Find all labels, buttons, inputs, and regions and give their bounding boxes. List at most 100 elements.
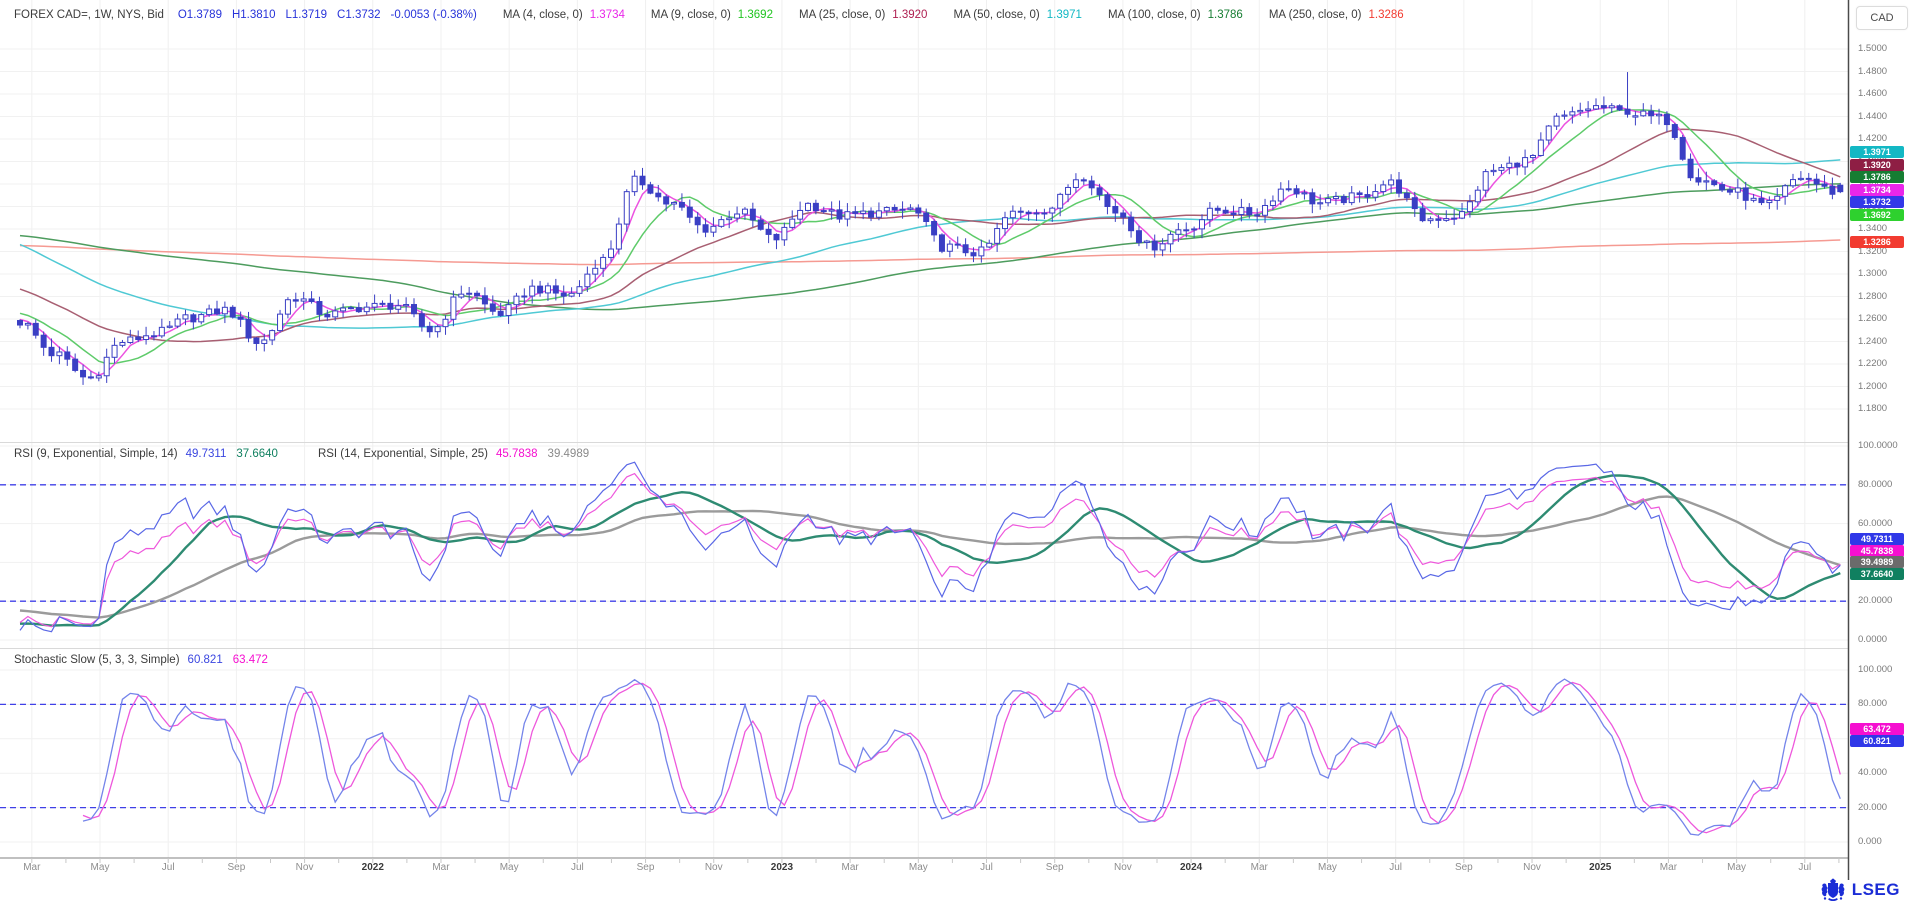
- moving-average-lines: [19, 106, 1841, 377]
- time-axis-label: 2024: [1179, 862, 1203, 873]
- time-axis-label: May: [90, 862, 110, 873]
- rsi-legend-group: RSI (14, Exponential, Simple, 25) 45.7838…: [317, 448, 590, 460]
- stoch-legend: Stochastic Slow (5, 3, 3, Simple) 60.821…: [14, 652, 278, 668]
- time-axis-label: Jul: [570, 862, 584, 873]
- time-axis-label: Mar: [23, 862, 41, 873]
- ma-4-line: [19, 106, 1841, 377]
- time-axis-label: Nov: [1113, 862, 1132, 873]
- stoch-legend-value: 63.472: [232, 654, 268, 666]
- ma-legend-item: MA (250, close, 0) 1.3286: [1268, 9, 1404, 21]
- rsi14-signal-line: [19, 495, 1841, 619]
- stoch-d-line: [82, 681, 1841, 834]
- stoch-tick-label: 0.000: [1858, 836, 1882, 847]
- rsi-tick-label: 60.0000: [1858, 517, 1893, 529]
- rsi-tick-label: 0.0000: [1858, 634, 1888, 645]
- rsi14-line: [19, 472, 1841, 628]
- price-tick-label: 1.3200: [1858, 245, 1888, 257]
- rsi-tick-label: 100.0000: [1858, 440, 1898, 451]
- high-value: H1.3810: [231, 9, 276, 21]
- time-axis-label: Sep: [636, 862, 655, 873]
- time-axis-label: May: [1727, 862, 1747, 873]
- rsi-tick-label: 20.0000: [1858, 595, 1893, 607]
- candles-group: [17, 72, 1844, 385]
- time-axis-label: 2022: [361, 862, 384, 873]
- price-badge: 1.3971: [1850, 146, 1904, 159]
- time-axis-label: May: [499, 862, 519, 873]
- time-axis-label: Sep: [227, 862, 246, 873]
- time-axis-label: Mar: [1659, 862, 1678, 873]
- rsi-badge: 39.4989: [1850, 556, 1904, 568]
- price-tick-label: 1.1800: [1858, 403, 1888, 414]
- stoch-badge: 63.472: [1850, 722, 1904, 735]
- ma-9-line: [19, 109, 1841, 365]
- time-axis-label: May: [1318, 862, 1337, 873]
- grid-lines: [0, 0, 1850, 880]
- time-axis-label: Sep: [1045, 862, 1064, 873]
- ma-legend: MA (4, close, 0) 1.3734 MA (9, close, 0) 1.…: [503, 9, 1430, 21]
- price-tick-label: 1.3000: [1858, 268, 1888, 279]
- rsi-badge: 37.6640: [1850, 567, 1904, 580]
- lseg-logo-text: LSEG: [1851, 880, 1900, 899]
- time-axis-label: Jul: [1389, 862, 1403, 873]
- stoch-values: 60.821 63.472: [188, 654, 278, 666]
- main-legend: FOREX CAD=, 1W, NYS, Bid O1.3789 H1.3810…: [14, 6, 1430, 24]
- stoch-badge: 60.821: [1850, 735, 1904, 748]
- currency-axis-label: CAD: [1856, 6, 1908, 30]
- price-tick-label: 1.4400: [1858, 110, 1888, 122]
- price-tick-label: 1.4600: [1858, 88, 1888, 99]
- price-axis-column[interactable]: CAD 1.50001.48001.46001.44001.42001.4000…: [1848, 0, 1916, 880]
- rsi-badge: 45.7838: [1850, 544, 1904, 557]
- price-badge: 1.3732: [1850, 196, 1904, 209]
- price-tick-label: 1.2800: [1858, 290, 1888, 302]
- price-tick-label: 1.2400: [1858, 335, 1888, 347]
- change-value: -0.0053 (-0.38%): [390, 9, 477, 21]
- time-axis-label: Mar: [841, 862, 859, 873]
- stoch-label: Stochastic Slow (5, 3, 3, Simple): [14, 654, 180, 666]
- ma-legend-item: MA (4, close, 0) 1.3734: [502, 9, 625, 21]
- open-value: O1.3789: [177, 9, 222, 21]
- ma-250-line: [19, 239, 1841, 266]
- rsi-legend-group: RSI (9, Exponential, Simple, 14) 49.7311 3…: [14, 448, 278, 460]
- stoch-tick-label: 20.000: [1858, 801, 1888, 813]
- rsi9-signal-line: [19, 474, 1841, 627]
- rsi-tick-label: 80.0000: [1858, 478, 1893, 490]
- stoch-lines: [0, 678, 1848, 836]
- rsi-lines: [0, 461, 1848, 633]
- price-badge: 1.3920: [1850, 158, 1904, 171]
- price-tick-label: 1.3400: [1858, 223, 1888, 234]
- price-badge: 1.3692: [1850, 208, 1904, 221]
- time-axis-label: May: [908, 862, 928, 873]
- time-axis-label: Jul: [1798, 862, 1812, 873]
- price-tick-label: 1.5000: [1858, 43, 1888, 54]
- time-axis-label: 2025: [1589, 862, 1612, 873]
- time-axis-label: 2023: [770, 862, 794, 873]
- ma-legend-item: MA (50, close, 0) 1.3971: [953, 9, 1082, 21]
- time-axis-label: Jul: [980, 862, 993, 873]
- price-tick-label: 1.3800: [1858, 179, 1887, 189]
- close-value: C1.3732: [337, 9, 381, 21]
- price-tick-label: 1.2200: [1858, 358, 1888, 369]
- ma-legend-item: MA (100, close, 0) 1.3786: [1107, 9, 1243, 21]
- rsi-badge: 49.7311: [1850, 533, 1904, 545]
- ma-50-line: [19, 159, 1841, 329]
- time-axis-label: Jul: [161, 862, 175, 873]
- rsi-legend: RSI (9, Exponential, Simple, 14) 49.7311 3…: [14, 446, 629, 462]
- instrument-title: FOREX CAD=, 1W, NYS, Bid: [14, 9, 164, 21]
- time-axis-label: Nov: [1523, 862, 1541, 873]
- low-value: L1.3719: [285, 9, 328, 21]
- price-badge: 1.3786: [1850, 171, 1904, 184]
- time-axis-label: Mar: [432, 862, 450, 873]
- stoch-tick-label: 40.000: [1858, 767, 1888, 779]
- price-badge: 1.3734: [1850, 183, 1904, 196]
- price-tick-label: 1.2600: [1858, 313, 1888, 324]
- rsi9-line: [19, 461, 1841, 633]
- footer: LSEG: [1820, 878, 1900, 902]
- ma-legend-item: MA (9, close, 0) 1.3692: [650, 9, 773, 21]
- stoch-legend-value: 60.821: [187, 654, 223, 666]
- stoch-k-line: [82, 678, 1841, 836]
- ma-legend-item: MA (25, close, 0) 1.3920: [798, 9, 928, 21]
- price-tick-label: 1.4200: [1858, 133, 1888, 144]
- time-axis[interactable]: Mar May Jul Sep Nov 2022 Mar May Jul Sep Nov 2023 Ma…: [0, 860, 1848, 880]
